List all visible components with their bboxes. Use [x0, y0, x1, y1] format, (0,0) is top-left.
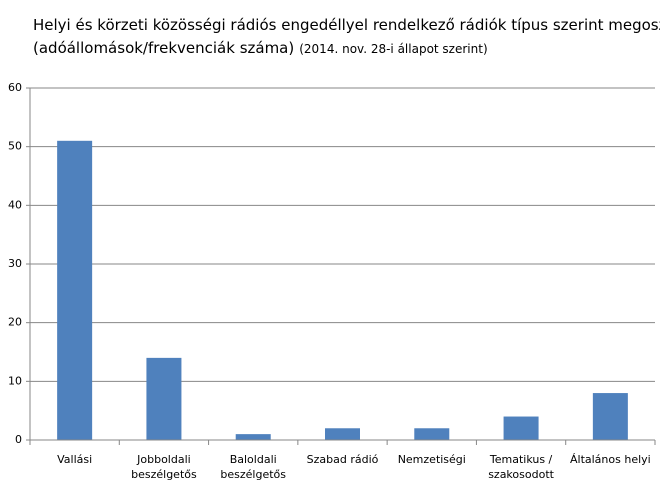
bar: [325, 428, 360, 440]
bar: [414, 428, 450, 440]
y-tick-label: 10: [8, 374, 22, 387]
bar: [235, 434, 271, 440]
bar: [503, 416, 539, 440]
y-tick-label: 20: [8, 316, 22, 329]
bar: [592, 393, 628, 440]
chart-title: (adóállomások/frekvenciák száma) (2014. n…: [33, 39, 488, 57]
y-tick-label: 50: [8, 140, 22, 153]
chart-title: (adóállomások/frekvenciák száma): [33, 39, 294, 57]
chart-subtitle: (2014. nov. 28-i állapot szerint): [299, 42, 487, 56]
y-tick-label: 60: [8, 81, 22, 94]
x-tick-label: szakosodott: [488, 468, 554, 481]
x-tick-label: Vallási: [57, 453, 92, 466]
x-tick-label: Baloldali: [230, 453, 277, 466]
y-tick-label: 40: [8, 198, 22, 211]
x-tick-label: beszélgetős: [220, 468, 286, 481]
chart-title: Helyi és körzeti közösségi rádiós engedé…: [33, 16, 660, 34]
x-tick-label: Általános helyi: [570, 453, 651, 466]
x-tick-label: Szabad rádió: [307, 453, 379, 466]
x-tick-label: Jobboldali: [136, 453, 191, 466]
y-tick-label: 30: [8, 257, 22, 270]
bar: [146, 357, 182, 440]
x-tick-label: Tematikus /: [489, 453, 553, 466]
x-tick-label: Nemzetiségi: [398, 453, 466, 466]
x-tick-label: beszélgetős: [131, 468, 197, 481]
y-tick-label: 0: [15, 433, 22, 446]
bar: [57, 140, 93, 441]
